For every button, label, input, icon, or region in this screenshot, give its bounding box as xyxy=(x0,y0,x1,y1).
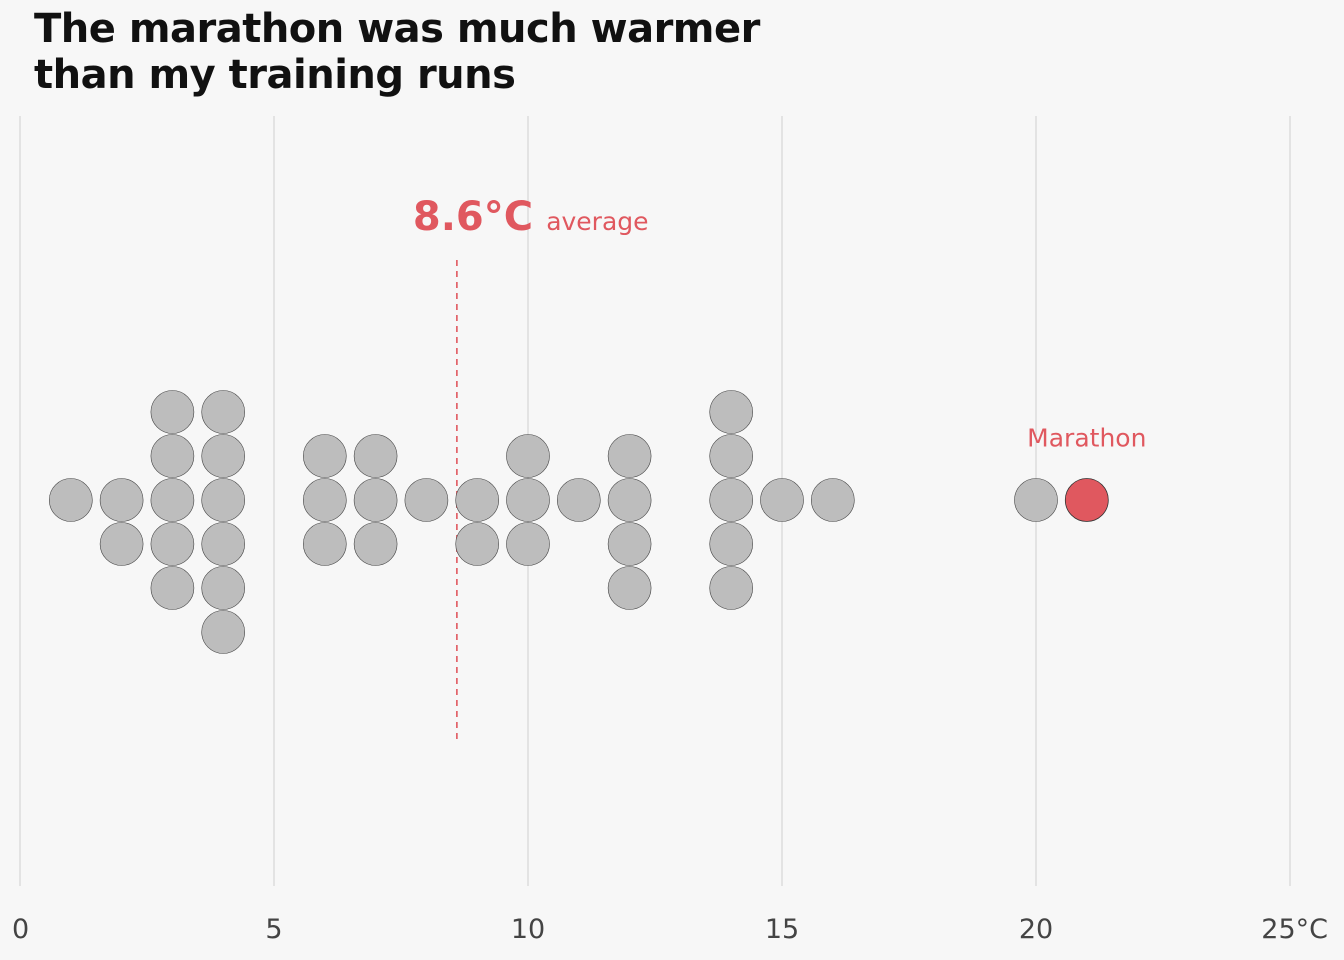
data-point xyxy=(607,478,652,522)
data-point xyxy=(99,522,144,566)
data-point xyxy=(302,434,347,478)
data-point xyxy=(150,478,195,522)
average-annotation: 8.6°C average xyxy=(413,194,649,742)
data-point xyxy=(99,478,144,522)
data-point xyxy=(506,478,550,522)
data-points xyxy=(49,390,1058,654)
data-point xyxy=(150,566,195,610)
average-annotation-text: 8.6°C average xyxy=(413,194,649,240)
x-tick-label-10: 10 xyxy=(511,914,545,945)
data-point xyxy=(709,434,754,478)
x-tick-label-0: 0 xyxy=(12,914,29,945)
chart-title-line-1: The marathon was much warmer xyxy=(34,6,760,52)
data-point xyxy=(302,478,347,522)
data-point xyxy=(1014,478,1058,522)
data-point xyxy=(709,390,754,434)
data-point xyxy=(810,478,855,522)
data-point xyxy=(709,478,754,522)
x-axis: 0 5 10 15 20 25°C xyxy=(12,914,1328,945)
data-point xyxy=(760,478,804,522)
data-point xyxy=(607,522,652,566)
chart-title: The marathon was much warmer than my tra… xyxy=(34,6,934,98)
average-label: average xyxy=(546,207,648,236)
data-point xyxy=(404,478,449,522)
marathon-point xyxy=(1064,478,1109,522)
data-point xyxy=(709,522,754,566)
x-tick-label-25: 25°C xyxy=(1261,914,1328,945)
data-point xyxy=(201,478,245,522)
highlight-group: Marathon xyxy=(1027,424,1146,522)
x-tick-label-15: 15 xyxy=(765,914,799,945)
data-point xyxy=(353,522,398,566)
data-point xyxy=(353,478,398,522)
data-point xyxy=(709,566,754,610)
data-point xyxy=(201,434,245,478)
data-point xyxy=(150,390,195,434)
data-point xyxy=(556,478,601,522)
data-point xyxy=(607,566,652,610)
data-point xyxy=(353,434,398,478)
x-tick-label-5: 5 xyxy=(265,914,282,945)
average-value: 8.6°C xyxy=(413,194,533,240)
data-point xyxy=(201,522,245,566)
data-point xyxy=(49,478,93,522)
data-point xyxy=(506,434,550,478)
x-tick-label-20: 20 xyxy=(1019,914,1053,945)
data-point xyxy=(150,522,195,566)
data-point xyxy=(201,566,245,610)
data-point xyxy=(201,610,245,654)
data-point xyxy=(455,478,500,522)
data-point xyxy=(455,522,500,566)
data-point xyxy=(506,522,550,566)
chart-title-line-2: than my training runs xyxy=(34,52,516,98)
marathon-label: Marathon xyxy=(1027,424,1146,453)
data-point xyxy=(302,522,347,566)
data-point xyxy=(150,434,195,478)
data-point xyxy=(201,390,245,434)
data-point xyxy=(607,434,652,478)
